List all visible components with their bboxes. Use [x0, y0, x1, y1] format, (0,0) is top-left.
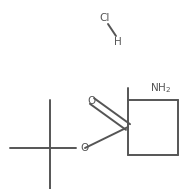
Text: NH$_2$: NH$_2$: [150, 81, 171, 95]
Text: Cl: Cl: [100, 13, 110, 23]
Text: O: O: [88, 96, 96, 106]
Text: H: H: [114, 37, 122, 47]
Text: O: O: [81, 143, 89, 153]
